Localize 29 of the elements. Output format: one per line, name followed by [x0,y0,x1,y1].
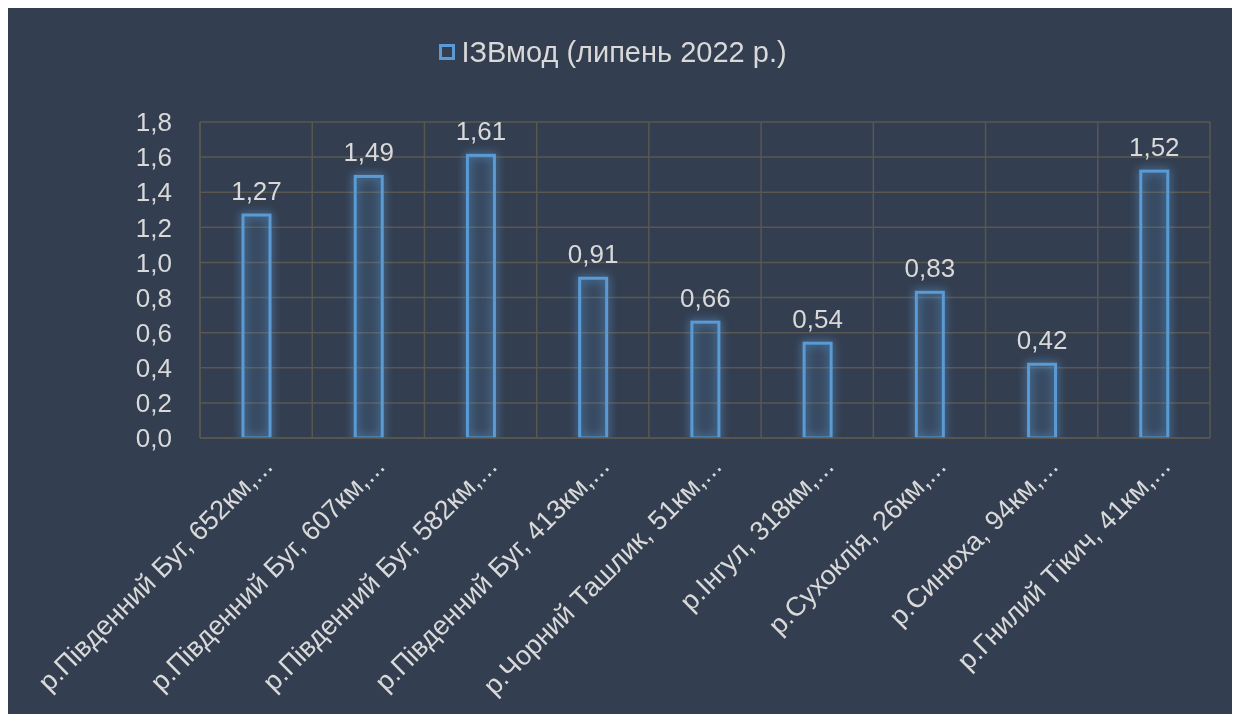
bar [353,174,384,438]
y-tick-label: 1,4 [135,177,172,208]
bar [914,290,945,438]
bar [1027,362,1058,438]
data-label: 1,52 [1128,132,1180,163]
y-tick-label: 0,0 [135,423,172,454]
y-tick-label: 0,8 [135,282,172,313]
bar [802,341,833,438]
data-label: 0,42 [1016,325,1068,356]
y-tick-label: 0,2 [135,388,172,419]
bar [690,320,721,438]
data-label: 0,54 [792,304,843,335]
y-tick-label: 1,2 [135,212,172,243]
y-tick-label: 1,0 [135,247,172,278]
data-label: 0,66 [680,283,731,314]
bar [241,213,272,438]
bar [578,276,609,438]
data-label: 0,83 [904,253,956,284]
y-tick-label: 1,6 [135,142,172,173]
y-tick-label: 0,4 [135,353,172,384]
data-label: 1,27 [231,176,282,207]
y-tick-label: 0,6 [135,317,172,348]
data-label: 0,91 [567,239,619,270]
bar [465,153,496,438]
legend-label: ІЗВмод (липень 2022 р.) [461,35,787,69]
data-label: 1,61 [455,116,507,147]
y-tick-label: 1,8 [135,107,172,138]
bar [1139,169,1170,438]
data-label: 1,49 [343,137,395,168]
